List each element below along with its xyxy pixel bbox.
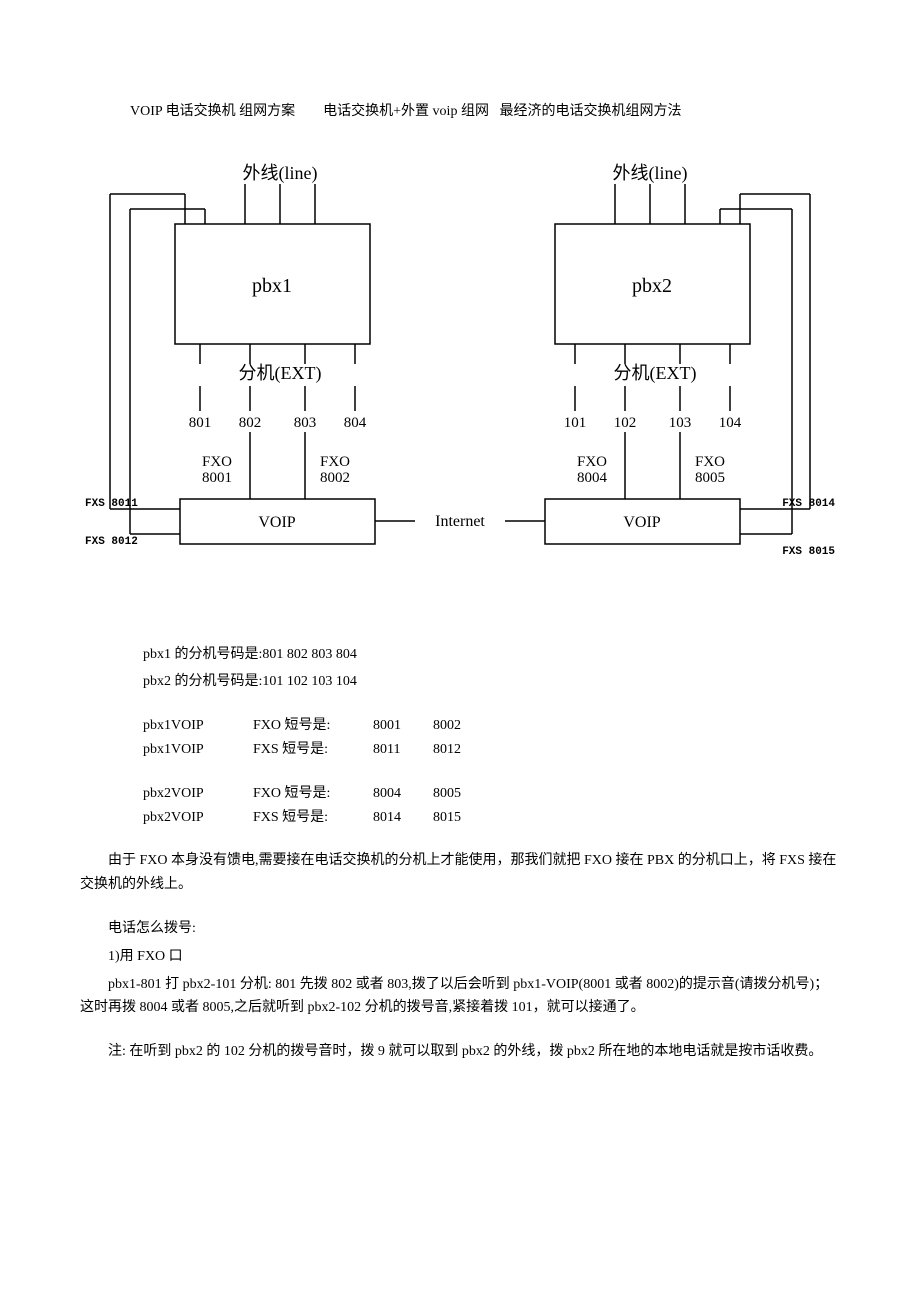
pbx2-fxs-bot: FXS 8015 [782,546,835,558]
dial-heading: 电话怎么拨号: [80,917,840,941]
pbx1-ext-2: 803 [294,415,317,431]
pbx2-fxo2-b: 8005 [695,470,725,486]
dial-note: 注: 在听到 pbx2 的 102 分机的拨号音时，拨 9 就可以取到 pbx2… [80,1040,840,1064]
title-part2: 电话交换机+外置 voip 组网 [323,104,489,119]
dial-step1-title: 1)用 FXO 口 [80,945,840,969]
pbx2-top-label: 外线(line) [613,163,688,184]
network-diagram: 外线(line) pbx1 分机(EXT) 801 802 803 8 [80,154,840,593]
pbx2-ext-numbers: pbx2 的分机号码是:101 102 103 104 [143,670,840,694]
pbx1-label: pbx1 [252,275,292,297]
pbx2-fxo2-a: FXO [695,454,725,470]
pbx1-fxo1-a: FXO [202,454,232,470]
paragraph-fxo-explain: 由于 FXO 本身没有馈电,需要接在电话交换机的分机上才能使用，那我们就把 FX… [80,849,840,897]
dial-step1-body: pbx1-801 打 pbx2-101 分机: 801 先拨 802 或者 80… [80,973,840,1021]
pbx1-fxo2-b: 8002 [320,470,350,486]
title-part1: VOIP 电话交换机 组网方案 [130,104,295,119]
table-row: pbx2VOIP FXO 短号是: 8004 8005 [143,782,840,806]
internet-label: Internet [435,513,485,530]
pbx1-ext-numbers: pbx1 的分机号码是:801 802 803 804 [143,643,840,667]
pbx2-fxo1-b: 8004 [577,470,608,486]
pbx1-fxo1-b: 8001 [202,470,232,486]
pbx1-voip: VOIP [258,514,295,531]
body-text: pbx1 的分机号码是:801 802 803 804 pbx2 的分机号码是:… [80,643,840,1064]
title-part3: 最经济的电话交换机组网方法 [499,104,681,119]
table-row: pbx2VOIP FXS 短号是: 8014 8015 [143,806,840,830]
table-row-spacer [143,762,840,782]
pbx2-ext-3: 104 [719,415,742,431]
document-page: VOIP 电话交换机 组网方案 电话交换机+外置 voip 组网 最经济的电话交… [0,0,920,1128]
title-line: VOIP 电话交换机 组网方案 电话交换机+外置 voip 组网 最经济的电话交… [130,100,840,124]
pbx1-mid-label: 分机(EXT) [239,363,322,384]
pbx1-top-label: 外线(line) [243,163,318,184]
pbx1-fxs-top: FXS 8011 [85,498,138,510]
pbx2-fxs-top: FXS 8014 [782,498,835,510]
table-row: pbx1VOIP FXS 短号是: 8011 8012 [143,738,840,762]
pbx2-fxo1-a: FXO [577,454,607,470]
pbx2-voip: VOIP [623,514,660,531]
pbx2-mid-label: 分机(EXT) [614,363,697,384]
pbx1-ext-0: 801 [189,415,212,431]
pbx2-ext-2: 103 [669,415,692,431]
pbx2-ext-0: 101 [564,415,587,431]
pbx1-ext-3: 804 [344,415,367,431]
pbx1-ext-1: 802 [239,415,262,431]
table-row: pbx1VOIP FXO 短号是: 8001 8002 [143,714,840,738]
pbx1-fxo2-a: FXO [320,454,350,470]
pbx2-ext-1: 102 [614,415,637,431]
pbx1-fxs-bot: FXS 8012 [85,536,138,548]
voip-number-table: pbx1VOIP FXO 短号是: 8001 8002 pbx1VOIP FXS… [143,714,840,829]
pbx2-label: pbx2 [632,275,672,297]
